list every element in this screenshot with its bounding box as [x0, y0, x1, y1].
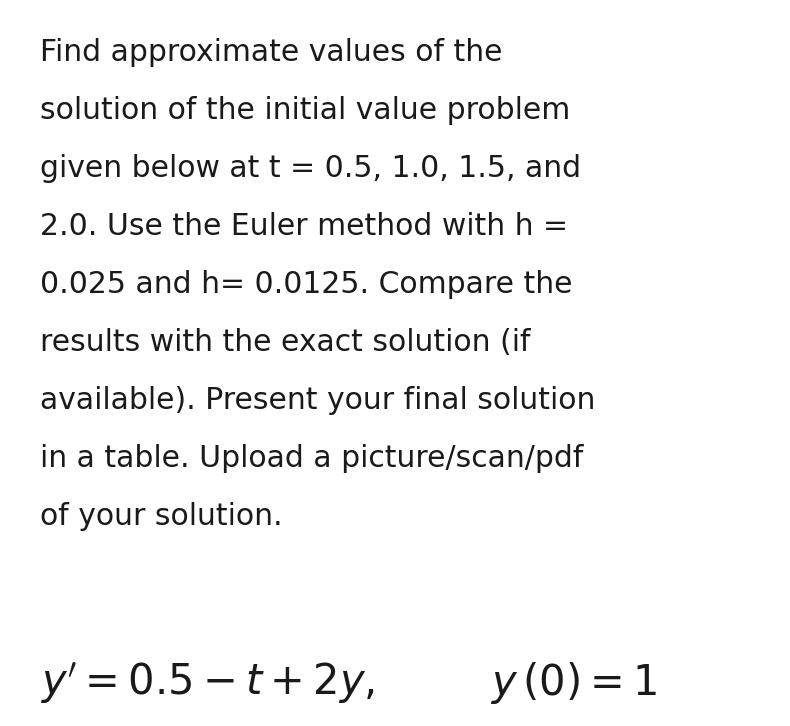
Text: given below at t = 0.5, 1.0, 1.5, and: given below at t = 0.5, 1.0, 1.5, and: [40, 154, 581, 183]
Text: 2.0. Use the Euler method with h =: 2.0. Use the Euler method with h =: [40, 212, 568, 241]
Text: available). Present your final solution: available). Present your final solution: [40, 386, 596, 415]
Text: in a table. Upload a picture/scan/pdf: in a table. Upload a picture/scan/pdf: [40, 444, 583, 473]
Text: 0.025 and h= 0.0125. Compare the: 0.025 and h= 0.0125. Compare the: [40, 270, 573, 299]
Text: of your solution.: of your solution.: [40, 502, 283, 531]
Text: Find approximate values of the: Find approximate values of the: [40, 38, 502, 67]
Text: solution of the initial value problem: solution of the initial value problem: [40, 96, 570, 125]
Text: $y' = 0.5 - t + 2y,$: $y' = 0.5 - t + 2y,$: [40, 660, 374, 706]
Text: results with the exact solution (if: results with the exact solution (if: [40, 328, 531, 357]
Text: $y\,(0) = 1$: $y\,(0) = 1$: [490, 660, 657, 706]
